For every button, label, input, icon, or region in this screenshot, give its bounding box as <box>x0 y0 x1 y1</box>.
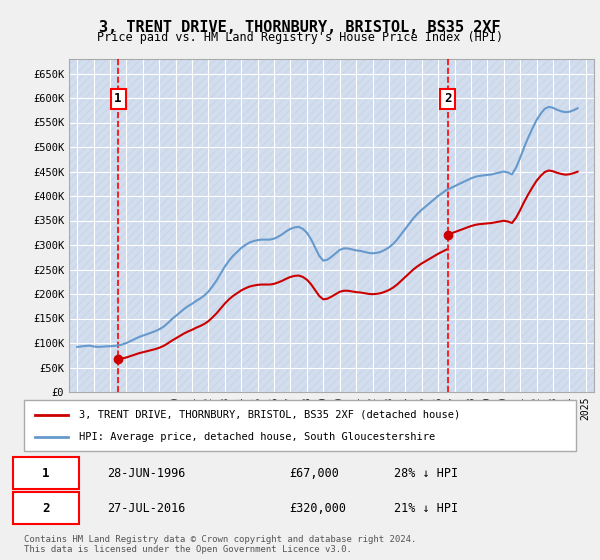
Text: 1: 1 <box>115 92 122 105</box>
Text: £320,000: £320,000 <box>289 502 346 515</box>
FancyBboxPatch shape <box>24 400 576 451</box>
Text: 28-JUN-1996: 28-JUN-1996 <box>107 466 185 480</box>
Text: 2: 2 <box>444 92 451 105</box>
FancyBboxPatch shape <box>13 492 79 524</box>
Text: Price paid vs. HM Land Registry's House Price Index (HPI): Price paid vs. HM Land Registry's House … <box>97 31 503 44</box>
Text: 3, TRENT DRIVE, THORNBURY, BRISTOL, BS35 2XF: 3, TRENT DRIVE, THORNBURY, BRISTOL, BS35… <box>99 20 501 35</box>
Text: 2: 2 <box>43 502 50 515</box>
Text: 3, TRENT DRIVE, THORNBURY, BRISTOL, BS35 2XF (detached house): 3, TRENT DRIVE, THORNBURY, BRISTOL, BS35… <box>79 409 460 419</box>
Text: 1: 1 <box>43 466 50 480</box>
Text: 21% ↓ HPI: 21% ↓ HPI <box>394 502 458 515</box>
FancyBboxPatch shape <box>13 457 79 489</box>
Text: £67,000: £67,000 <box>289 466 339 480</box>
Text: HPI: Average price, detached house, South Gloucestershire: HPI: Average price, detached house, Sout… <box>79 432 436 442</box>
Text: 27-JUL-2016: 27-JUL-2016 <box>107 502 185 515</box>
Text: Contains HM Land Registry data © Crown copyright and database right 2024.
This d: Contains HM Land Registry data © Crown c… <box>24 535 416 554</box>
Text: 28% ↓ HPI: 28% ↓ HPI <box>394 466 458 480</box>
